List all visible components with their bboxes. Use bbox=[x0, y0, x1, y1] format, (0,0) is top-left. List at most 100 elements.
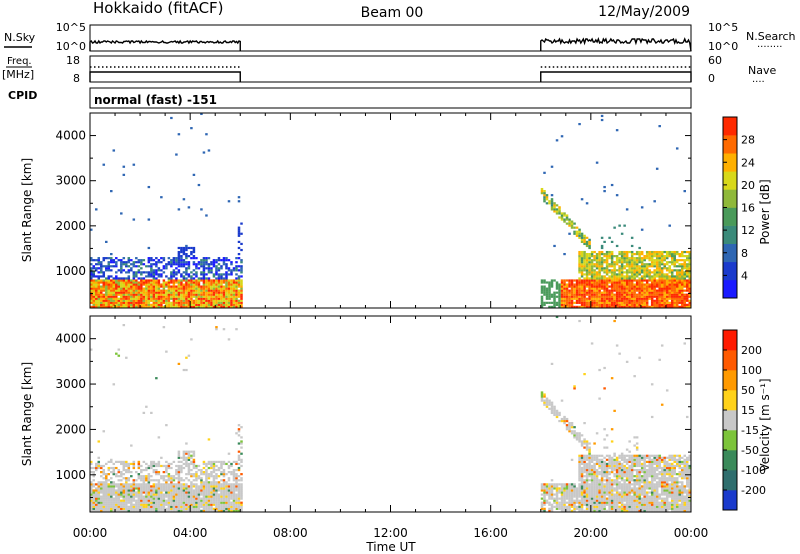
range-gate-cell bbox=[590, 489, 594, 492]
range-gate-cell bbox=[207, 493, 211, 496]
range-gate-cell bbox=[232, 281, 236, 284]
range-gate-cell bbox=[180, 468, 183, 472]
range-gate-cell bbox=[200, 291, 203, 294]
range-gate-cell bbox=[157, 269, 161, 272]
range-gate-cell bbox=[550, 487, 554, 490]
range-gate-cell bbox=[630, 468, 634, 472]
range-gate-cell bbox=[150, 462, 153, 466]
range-gate-cell bbox=[145, 493, 148, 496]
range-gate-cell bbox=[135, 509, 138, 512]
range-gate-cell bbox=[665, 303, 669, 306]
range-gate-cell bbox=[187, 295, 191, 298]
range-gate-cell bbox=[205, 495, 208, 498]
range-gate-cell bbox=[545, 399, 549, 402]
range-gate-cell bbox=[598, 281, 601, 284]
range-gate-cell bbox=[625, 289, 629, 292]
range-gate-cell bbox=[107, 305, 111, 308]
range-gate-cell bbox=[235, 295, 238, 298]
range-gate-cell bbox=[137, 293, 141, 296]
range-gate-cell bbox=[605, 265, 609, 268]
range-gate-cell bbox=[165, 475, 168, 478]
range-gate-cell bbox=[670, 257, 674, 260]
range-gate-cell bbox=[217, 460, 221, 463]
range-gate-cell bbox=[625, 491, 629, 494]
range-gate-cell bbox=[125, 287, 128, 290]
range-gate-cell bbox=[170, 493, 173, 496]
range-gate-cell bbox=[680, 291, 684, 294]
range-gate-cell bbox=[237, 454, 241, 457]
range-gate-cell bbox=[105, 497, 108, 500]
range-gate-cell bbox=[648, 275, 651, 278]
range-gate-cell bbox=[185, 491, 188, 494]
range-gate-cell bbox=[628, 497, 631, 500]
range-gate-cell bbox=[655, 265, 659, 268]
range-gate-cell bbox=[543, 291, 546, 294]
range-gate-cell bbox=[170, 285, 173, 288]
range-gate-cell bbox=[222, 460, 226, 463]
range-gate-cell bbox=[107, 497, 111, 500]
range-gate-cell bbox=[628, 265, 631, 268]
range-gate-cell bbox=[620, 301, 624, 304]
range-gate-cell bbox=[190, 275, 193, 278]
range-gate-cell bbox=[578, 440, 581, 443]
range-gate-cell bbox=[685, 305, 689, 308]
range-gate-cell bbox=[235, 301, 238, 304]
range-gate-cell bbox=[112, 383, 116, 386]
range-gate-cell bbox=[140, 283, 143, 286]
range-gate-cell bbox=[150, 275, 153, 278]
range-gate-cell bbox=[673, 295, 676, 298]
range-gate-cell bbox=[580, 283, 584, 286]
range-gate-cell bbox=[117, 301, 121, 304]
range-gate-cell bbox=[605, 291, 609, 294]
range-gate-cell bbox=[240, 477, 243, 480]
range-gate-cell bbox=[608, 503, 611, 506]
range-gate-cell bbox=[598, 297, 601, 300]
range-gate-cell bbox=[648, 293, 651, 296]
range-gate-cell bbox=[678, 285, 681, 288]
range-gate-cell bbox=[635, 507, 639, 510]
range-gate-cell bbox=[142, 509, 146, 512]
range-gate-cell bbox=[162, 503, 166, 506]
range-gate-cell bbox=[623, 505, 626, 508]
range-gate-cell bbox=[195, 493, 198, 496]
range-gate-cell bbox=[610, 481, 614, 484]
range-gate-cell bbox=[660, 277, 664, 280]
range-gate-cell bbox=[240, 503, 243, 506]
range-gate-cell bbox=[110, 301, 113, 304]
range-gate-cell bbox=[155, 487, 158, 490]
range-gate-cell bbox=[222, 495, 226, 498]
range-gate-cell bbox=[608, 303, 611, 306]
range-gate-cell bbox=[215, 483, 218, 486]
range-gate-cell bbox=[648, 250, 651, 254]
range-gate-cell bbox=[590, 263, 594, 266]
range-gate-cell bbox=[590, 503, 594, 506]
range-gate-cell bbox=[590, 299, 594, 302]
range-gate-cell bbox=[147, 495, 151, 498]
range-gate-cell bbox=[135, 505, 138, 508]
range-gate-cell bbox=[563, 483, 566, 486]
range-gate-cell bbox=[110, 493, 113, 496]
range-gate-cell bbox=[140, 289, 143, 292]
range-gate-cell bbox=[593, 305, 596, 308]
range-gate-cell bbox=[568, 497, 571, 500]
range-gate-cell bbox=[623, 487, 626, 490]
range-gate-cell bbox=[660, 295, 664, 298]
range-gate-cell bbox=[220, 485, 223, 488]
range-gate-cell bbox=[655, 269, 659, 272]
range-gate-cell bbox=[673, 275, 676, 278]
range-gate-cell bbox=[110, 261, 113, 264]
range-gate-cell bbox=[235, 303, 238, 306]
range-gate-cell bbox=[563, 419, 566, 423]
range-gate-cell bbox=[145, 499, 148, 502]
range-gate-cell bbox=[230, 462, 233, 466]
range-gate-cell bbox=[167, 283, 171, 286]
range-gate-cell bbox=[620, 232, 624, 235]
range-gate-cell bbox=[185, 495, 188, 498]
range-gate-cell bbox=[105, 462, 108, 466]
range-gate-cell bbox=[187, 287, 191, 290]
range-gate-cell bbox=[578, 473, 581, 476]
range-gate-cell bbox=[658, 275, 661, 278]
range-gate-cell bbox=[615, 503, 619, 506]
range-gate-cell bbox=[563, 485, 566, 488]
